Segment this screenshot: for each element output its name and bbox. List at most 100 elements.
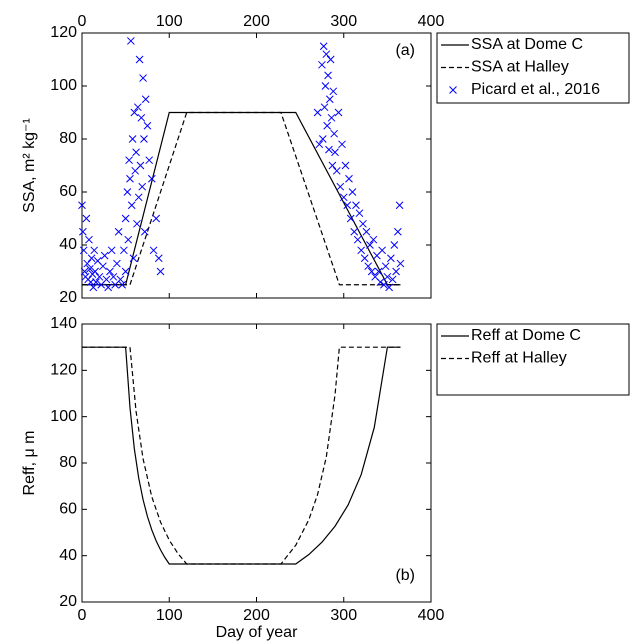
x-tick-label: 200 bbox=[243, 13, 270, 30]
marker-stroke bbox=[126, 174, 134, 183]
marker-stroke bbox=[346, 214, 355, 223]
scatter-point bbox=[154, 254, 163, 263]
legend-label: SSA at Halley bbox=[471, 59, 569, 76]
scatter-point bbox=[396, 259, 405, 268]
y-tick-label: 80 bbox=[59, 454, 77, 471]
y-tick-label: 100 bbox=[50, 77, 77, 94]
scatter-point bbox=[319, 42, 328, 51]
scatter-point bbox=[345, 174, 353, 183]
marker-stroke bbox=[326, 55, 335, 64]
marker-stroke bbox=[324, 71, 332, 80]
scatter-point bbox=[374, 267, 383, 276]
marker-stroke bbox=[325, 95, 334, 104]
scatter-point bbox=[360, 254, 369, 263]
marker-stroke bbox=[364, 262, 373, 271]
scatter-point bbox=[89, 283, 98, 292]
marker-stroke bbox=[374, 267, 383, 276]
scatter-point bbox=[366, 241, 374, 249]
marker-stroke bbox=[102, 275, 111, 284]
y-tick-label: 20 bbox=[59, 289, 77, 306]
scatter-point bbox=[156, 267, 165, 276]
series-line bbox=[82, 111, 401, 286]
scatter-point bbox=[129, 254, 138, 263]
marker-stroke bbox=[79, 227, 87, 236]
marker-stroke bbox=[116, 275, 125, 284]
scatter-point bbox=[321, 82, 330, 90]
scatter-point bbox=[376, 278, 385, 286]
marker-stroke bbox=[133, 219, 141, 228]
marker-stroke bbox=[332, 166, 341, 175]
scatter-point bbox=[355, 209, 364, 218]
marker-stroke bbox=[92, 278, 100, 286]
scatter-point bbox=[147, 174, 156, 183]
marker-stroke bbox=[367, 267, 376, 276]
marker-stroke bbox=[140, 135, 148, 143]
scatter-point bbox=[137, 113, 146, 122]
x-tick-label: 400 bbox=[418, 607, 445, 624]
scatter-point bbox=[390, 241, 399, 249]
marker-stroke bbox=[315, 140, 324, 149]
scatter-point bbox=[124, 235, 133, 244]
marker-stroke bbox=[327, 113, 336, 122]
marker-stroke bbox=[449, 86, 457, 94]
marker-stroke bbox=[125, 156, 133, 165]
marker-stroke bbox=[388, 275, 397, 284]
scatter-point bbox=[139, 74, 147, 82]
marker-stroke bbox=[334, 108, 343, 117]
scatter-point bbox=[313, 108, 322, 117]
scatter-point bbox=[123, 188, 132, 196]
scatter-point bbox=[343, 201, 352, 210]
marker-stroke bbox=[147, 174, 156, 183]
scatter-point bbox=[367, 267, 376, 276]
marker-stroke bbox=[139, 74, 147, 82]
marker-stroke bbox=[85, 264, 94, 273]
scatter-point bbox=[145, 156, 154, 165]
scatter-point bbox=[348, 188, 357, 196]
scatter-point bbox=[90, 246, 99, 255]
scatter-point bbox=[325, 95, 334, 104]
marker-stroke bbox=[343, 201, 352, 210]
panel-label: (b) bbox=[395, 567, 415, 584]
marker-stroke bbox=[87, 254, 96, 263]
y-tick-label: 40 bbox=[59, 236, 77, 253]
marker-stroke bbox=[380, 280, 388, 289]
marker-stroke bbox=[152, 214, 161, 223]
scatter-point bbox=[133, 103, 142, 112]
marker-stroke bbox=[390, 241, 399, 249]
marker-stroke bbox=[136, 161, 145, 170]
marker-stroke bbox=[366, 241, 374, 249]
scatter-point bbox=[315, 140, 324, 149]
legend-label: Reff at Dome C bbox=[471, 327, 581, 344]
x-tick-label: 100 bbox=[156, 607, 183, 624]
marker-stroke bbox=[149, 246, 158, 255]
marker-stroke bbox=[338, 140, 346, 149]
scatter-point bbox=[114, 227, 123, 236]
scatter-point bbox=[121, 214, 130, 223]
marker-stroke bbox=[331, 148, 339, 157]
y-tick-label: 120 bbox=[50, 24, 77, 41]
marker-stroke bbox=[133, 103, 142, 112]
marker-stroke bbox=[359, 219, 367, 228]
scatter-point bbox=[381, 262, 390, 271]
marker-stroke bbox=[360, 254, 369, 263]
marker-stroke bbox=[350, 227, 359, 236]
marker-stroke bbox=[109, 272, 118, 281]
legend-label: Picard et al., 2016 bbox=[471, 81, 600, 98]
scatter-point bbox=[118, 280, 126, 289]
marker-stroke bbox=[104, 283, 113, 292]
scatter-point bbox=[85, 235, 93, 244]
scatter-point bbox=[329, 87, 338, 96]
scatter-point bbox=[140, 227, 149, 236]
marker-stroke bbox=[83, 259, 92, 268]
marker-stroke bbox=[140, 227, 149, 236]
scatter-point bbox=[327, 113, 336, 122]
marker-stroke bbox=[371, 272, 380, 281]
scatter-point bbox=[380, 280, 388, 289]
marker-stroke bbox=[89, 283, 98, 292]
legend-box bbox=[436, 323, 630, 396]
marker-stroke bbox=[325, 145, 333, 154]
scatter-point bbox=[83, 259, 92, 268]
marker-stroke bbox=[145, 156, 154, 165]
scatter-point bbox=[318, 135, 327, 143]
